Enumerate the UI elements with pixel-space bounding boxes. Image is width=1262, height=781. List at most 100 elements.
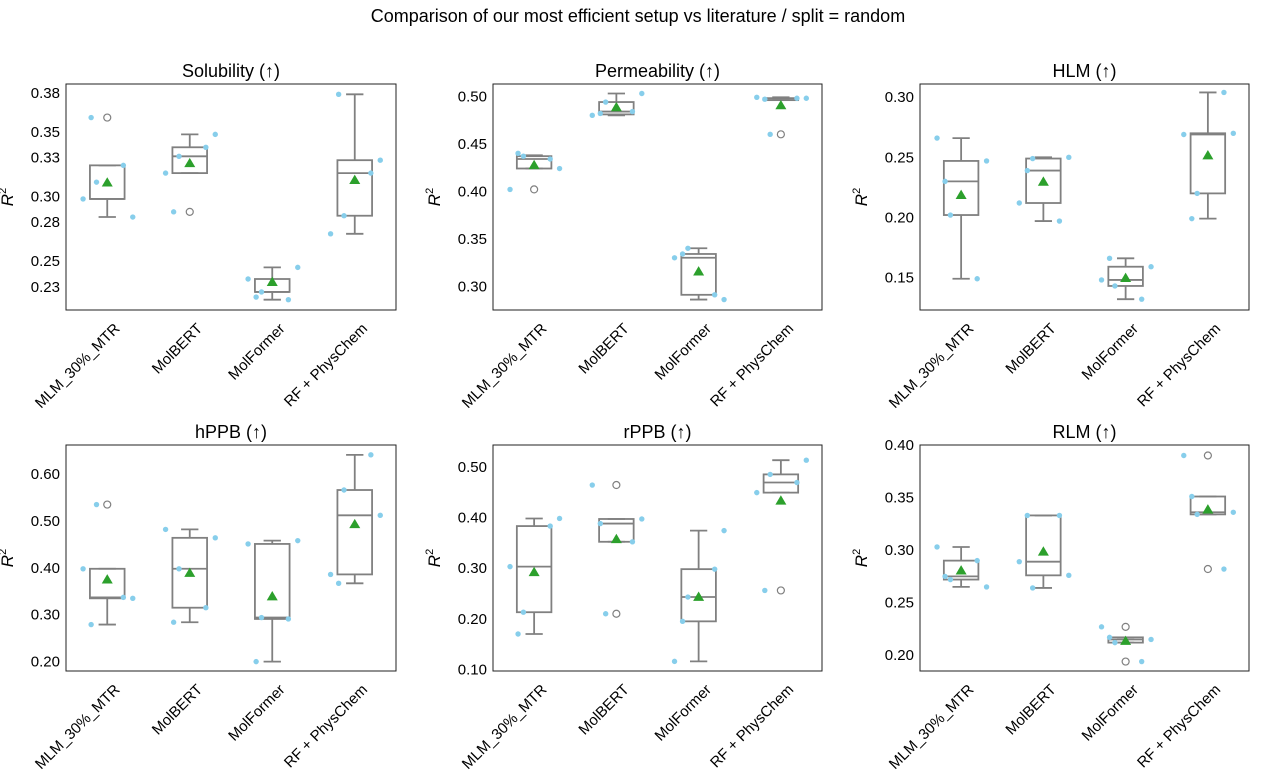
x-tick-label: MLM_30%_MTR bbox=[886, 681, 978, 773]
y-axis-label-base: R bbox=[852, 555, 871, 567]
box-iqr bbox=[515, 525, 553, 614]
data-point bbox=[721, 527, 727, 534]
data-point bbox=[88, 114, 94, 121]
box-group-1 bbox=[589, 90, 645, 119]
y-tick-label: 0.33 bbox=[31, 150, 60, 167]
chart-panel-3: hPPB (↑) 0.20 0.30 0.40 0.50 0.60 R2 MLM_30%_MT… bbox=[0, 422, 397, 773]
mean-marker bbox=[955, 189, 967, 199]
panel-title: HLM (↑) bbox=[1053, 61, 1117, 81]
panel-title: rPPB (↑) bbox=[623, 422, 691, 442]
y-tick-label: 0.25 bbox=[885, 595, 914, 612]
data-point bbox=[597, 110, 604, 117]
data-point bbox=[368, 170, 374, 176]
data-point bbox=[1189, 215, 1195, 222]
y-tick-label: 0.20 bbox=[885, 209, 914, 226]
data-point bbox=[685, 594, 691, 600]
data-point bbox=[947, 212, 954, 218]
y-tick-label: 0.20 bbox=[458, 611, 487, 628]
data-point bbox=[1148, 636, 1154, 643]
data-point bbox=[335, 91, 342, 98]
y-tick-label: 0.30 bbox=[458, 278, 487, 295]
data-point bbox=[1098, 277, 1105, 283]
plot-frame bbox=[919, 444, 1250, 672]
mean-marker bbox=[266, 276, 278, 286]
data-point bbox=[1189, 493, 1195, 500]
box-iqr bbox=[1025, 514, 1062, 577]
box-group-0 bbox=[507, 515, 563, 637]
y-axis-label-base: R bbox=[0, 194, 17, 206]
outlier-marker bbox=[103, 113, 112, 122]
data-point bbox=[245, 541, 251, 547]
box-group-0 bbox=[934, 544, 990, 590]
y-tick-label: 0.35 bbox=[885, 490, 914, 507]
panel-title: hPPB (↑) bbox=[195, 422, 267, 442]
data-point bbox=[1106, 255, 1113, 262]
data-point bbox=[520, 153, 527, 159]
mean-marker bbox=[693, 591, 705, 601]
data-point bbox=[130, 595, 136, 602]
mean-marker bbox=[101, 574, 113, 584]
mean-marker bbox=[1120, 272, 1132, 282]
data-point bbox=[679, 251, 686, 257]
data-point bbox=[1138, 296, 1145, 302]
mean-marker bbox=[528, 566, 540, 577]
box-iqr bbox=[1025, 157, 1062, 204]
panel-title: RLM (↑) bbox=[1053, 422, 1117, 442]
y-axis-label-base: R bbox=[425, 555, 444, 567]
data-point bbox=[597, 520, 604, 527]
data-point bbox=[762, 587, 768, 594]
data-point bbox=[1230, 130, 1237, 136]
x-tick-label: MolBERT bbox=[1002, 681, 1059, 738]
chart-panel-5: RLM (↑) 0.20 0.25 0.30 0.35 0.40 R2 MLM_30%_MTR… bbox=[851, 422, 1250, 773]
box-group-0 bbox=[934, 135, 990, 282]
data-point bbox=[170, 209, 177, 215]
y-axis-label: R2 bbox=[0, 549, 17, 567]
box-iqr bbox=[762, 473, 800, 494]
data-point bbox=[556, 515, 563, 522]
box-iqr bbox=[89, 567, 126, 600]
y-tick-label: 0.23 bbox=[31, 279, 60, 296]
data-point bbox=[245, 276, 251, 282]
data-point bbox=[295, 537, 301, 544]
outlier-marker bbox=[612, 480, 621, 490]
data-point bbox=[1029, 155, 1036, 162]
y-axis-label: R2 bbox=[851, 188, 871, 206]
data-point bbox=[1098, 624, 1105, 630]
data-point bbox=[934, 544, 940, 550]
data-point bbox=[176, 566, 182, 572]
data-point bbox=[93, 501, 100, 508]
data-point bbox=[803, 457, 810, 463]
outlier-marker bbox=[1203, 564, 1212, 574]
data-point bbox=[520, 609, 527, 615]
box-group-1 bbox=[589, 480, 645, 618]
mean-marker bbox=[775, 495, 787, 505]
box-iqr bbox=[171, 146, 208, 175]
chart-panel-4: rPPB (↑) 0.10 0.20 0.30 0.40 0.50 R2 MLM_30%_MT… bbox=[424, 422, 823, 773]
data-point bbox=[170, 619, 177, 625]
data-point bbox=[602, 611, 609, 617]
box-group-3 bbox=[327, 91, 383, 237]
y-axis-label-superscript: 2 bbox=[851, 188, 863, 194]
plot-frame bbox=[65, 83, 397, 311]
y-tick-label: 0.40 bbox=[458, 183, 487, 200]
x-tick-label: MolFormer bbox=[652, 320, 715, 383]
data-point bbox=[1056, 512, 1063, 519]
box-group-2 bbox=[671, 245, 727, 303]
box-iqr bbox=[1107, 265, 1144, 287]
plot-frame bbox=[65, 444, 397, 672]
x-tick-label: MolBERT bbox=[149, 681, 206, 738]
data-point bbox=[556, 165, 563, 172]
box-group-0 bbox=[80, 500, 136, 628]
x-tick-label: RF + PhysChem bbox=[707, 681, 797, 771]
data-point bbox=[507, 186, 513, 193]
chart-panel-1: Permeability (↑) 0.30 0.35 0.40 0.45 0.50 R2 ML… bbox=[424, 61, 823, 412]
mean-marker bbox=[1037, 176, 1049, 186]
mean-marker bbox=[610, 101, 622, 112]
data-point bbox=[377, 512, 383, 519]
data-point bbox=[130, 214, 136, 220]
x-tick-label: RF + PhysChem bbox=[1134, 681, 1224, 771]
box-group-2 bbox=[1098, 622, 1154, 666]
data-point bbox=[671, 658, 678, 665]
x-tick-label: RF + PhysChem bbox=[707, 320, 797, 410]
x-tick-label: MolBERT bbox=[575, 681, 632, 738]
